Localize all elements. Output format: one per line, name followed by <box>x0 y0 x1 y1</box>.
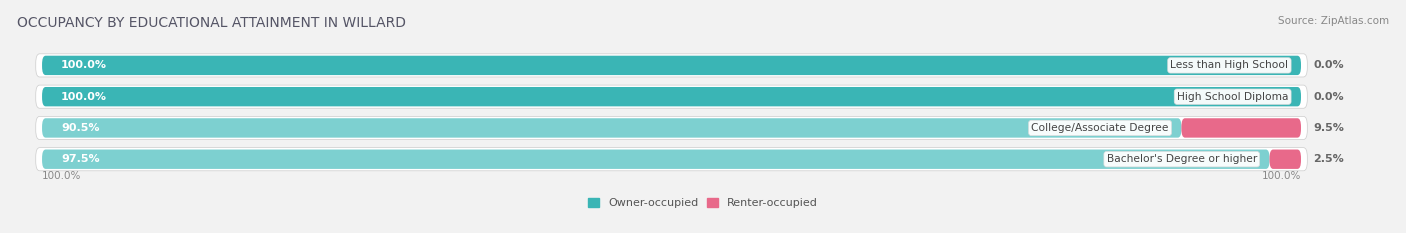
Text: 97.5%: 97.5% <box>60 154 100 164</box>
FancyBboxPatch shape <box>1270 150 1301 169</box>
Text: Bachelor's Degree or higher: Bachelor's Degree or higher <box>1107 154 1257 164</box>
Text: 100.0%: 100.0% <box>60 92 107 102</box>
Text: Less than High School: Less than High School <box>1170 60 1288 70</box>
FancyBboxPatch shape <box>35 54 1308 77</box>
Text: 9.5%: 9.5% <box>1313 123 1344 133</box>
Text: 100.0%: 100.0% <box>60 60 107 70</box>
Text: 90.5%: 90.5% <box>60 123 100 133</box>
FancyBboxPatch shape <box>42 118 1181 138</box>
Text: College/Associate Degree: College/Associate Degree <box>1032 123 1168 133</box>
FancyBboxPatch shape <box>42 56 1301 75</box>
Text: 100.0%: 100.0% <box>1261 171 1301 181</box>
FancyBboxPatch shape <box>42 150 1270 169</box>
Text: 100.0%: 100.0% <box>42 171 82 181</box>
Text: OCCUPANCY BY EDUCATIONAL ATTAINMENT IN WILLARD: OCCUPANCY BY EDUCATIONAL ATTAINMENT IN W… <box>17 16 406 30</box>
FancyBboxPatch shape <box>1181 118 1301 138</box>
FancyBboxPatch shape <box>35 116 1308 140</box>
Text: 0.0%: 0.0% <box>1313 92 1344 102</box>
Text: High School Diploma: High School Diploma <box>1177 92 1288 102</box>
Text: 2.5%: 2.5% <box>1313 154 1344 164</box>
Text: 0.0%: 0.0% <box>1313 60 1344 70</box>
FancyBboxPatch shape <box>42 87 1301 106</box>
Legend: Owner-occupied, Renter-occupied: Owner-occupied, Renter-occupied <box>583 193 823 212</box>
Text: Source: ZipAtlas.com: Source: ZipAtlas.com <box>1278 16 1389 26</box>
FancyBboxPatch shape <box>35 148 1308 171</box>
FancyBboxPatch shape <box>35 85 1308 108</box>
